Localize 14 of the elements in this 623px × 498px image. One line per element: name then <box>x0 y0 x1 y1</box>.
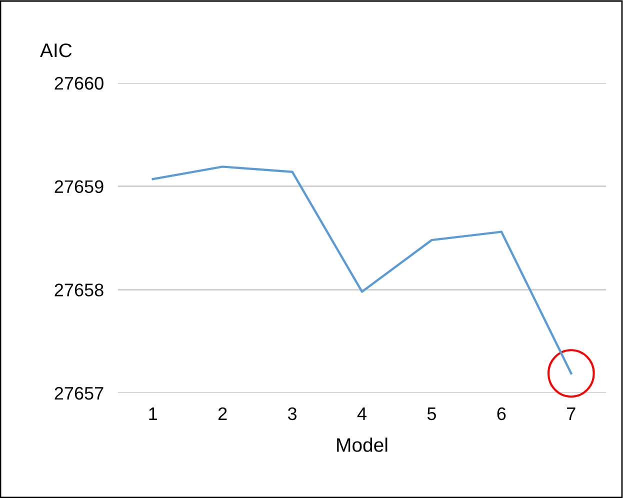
x-tick-label: 2 <box>218 407 227 420</box>
x-tick-label: 3 <box>288 407 297 420</box>
x-axis-title: Model <box>337 438 388 452</box>
y-tick-label: 27660 <box>54 76 104 90</box>
y-axis-title: AIC <box>40 43 72 58</box>
x-tick-label: 5 <box>427 408 436 420</box>
y-tick-label: 27657 <box>54 386 104 400</box>
y-tick-label: 27658 <box>54 284 104 296</box>
line-series <box>152 166 572 374</box>
y-tick-label: 27659 <box>54 180 104 194</box>
x-tick-label: 7 <box>567 408 576 420</box>
x-tick-label: 1 <box>149 408 157 420</box>
x-tick-label: 6 <box>497 407 506 420</box>
x-tick-label: 4 <box>357 408 366 420</box>
